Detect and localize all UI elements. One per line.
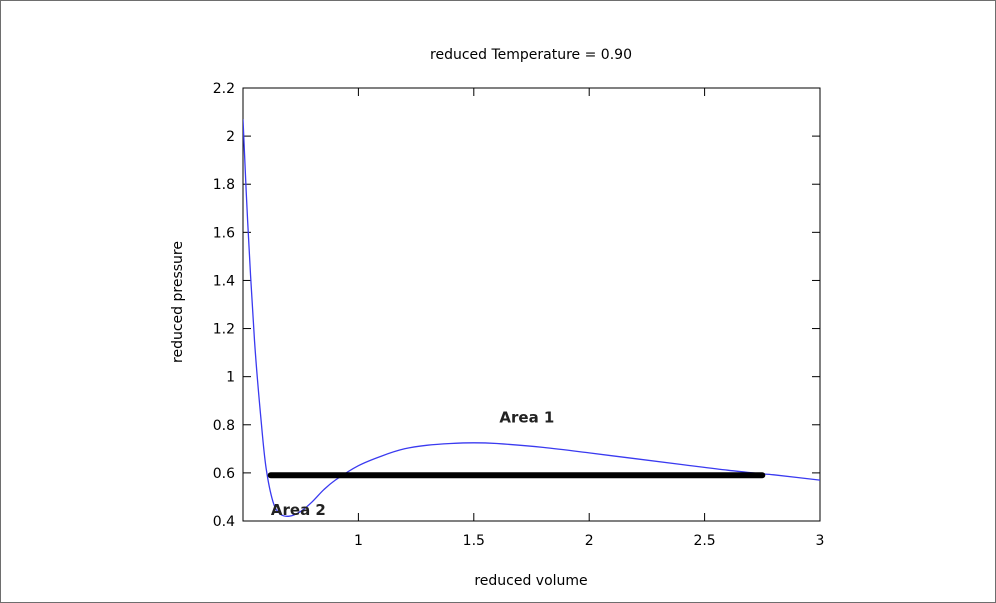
- y-tick-label: 1: [226, 370, 235, 386]
- y-tick-label: 1.4: [213, 273, 235, 289]
- x-tick-label: 3: [816, 533, 825, 549]
- y-tick-label: 0.6: [213, 466, 235, 482]
- y-tick-label: 2.2: [213, 81, 235, 97]
- plot-border: [242, 87, 821, 522]
- plot-area: 0.4 0.6 0.8 1 1.2 1.4 1.6 1.8 2 2.2 1 1.5 2 2.5 3 Area …: [213, 81, 825, 549]
- isotherm-curve: [243, 119, 820, 517]
- x-tick-label: 1.5: [463, 533, 485, 549]
- y-tick-label: 1.8: [213, 177, 235, 193]
- chart-title: reduced Temperature = 0.90: [430, 47, 632, 63]
- x-tick-label: 2: [585, 533, 594, 549]
- y-tick-label: 1.6: [213, 225, 235, 241]
- y-tick-label: 0.4: [213, 514, 235, 530]
- x-tick-label: 2.5: [693, 533, 715, 549]
- y-tick-label: 0.8: [213, 418, 235, 434]
- x-tick-label: 1: [354, 533, 363, 549]
- y-tick-label: 2: [226, 129, 235, 145]
- y-tick-label: 1.2: [213, 322, 235, 338]
- annotation-label: Area 1: [499, 408, 554, 426]
- y-axis-label: reduced pressure: [170, 241, 186, 363]
- annotation-label: Area 2: [271, 501, 326, 519]
- x-axis-label: reduced volume: [474, 573, 587, 589]
